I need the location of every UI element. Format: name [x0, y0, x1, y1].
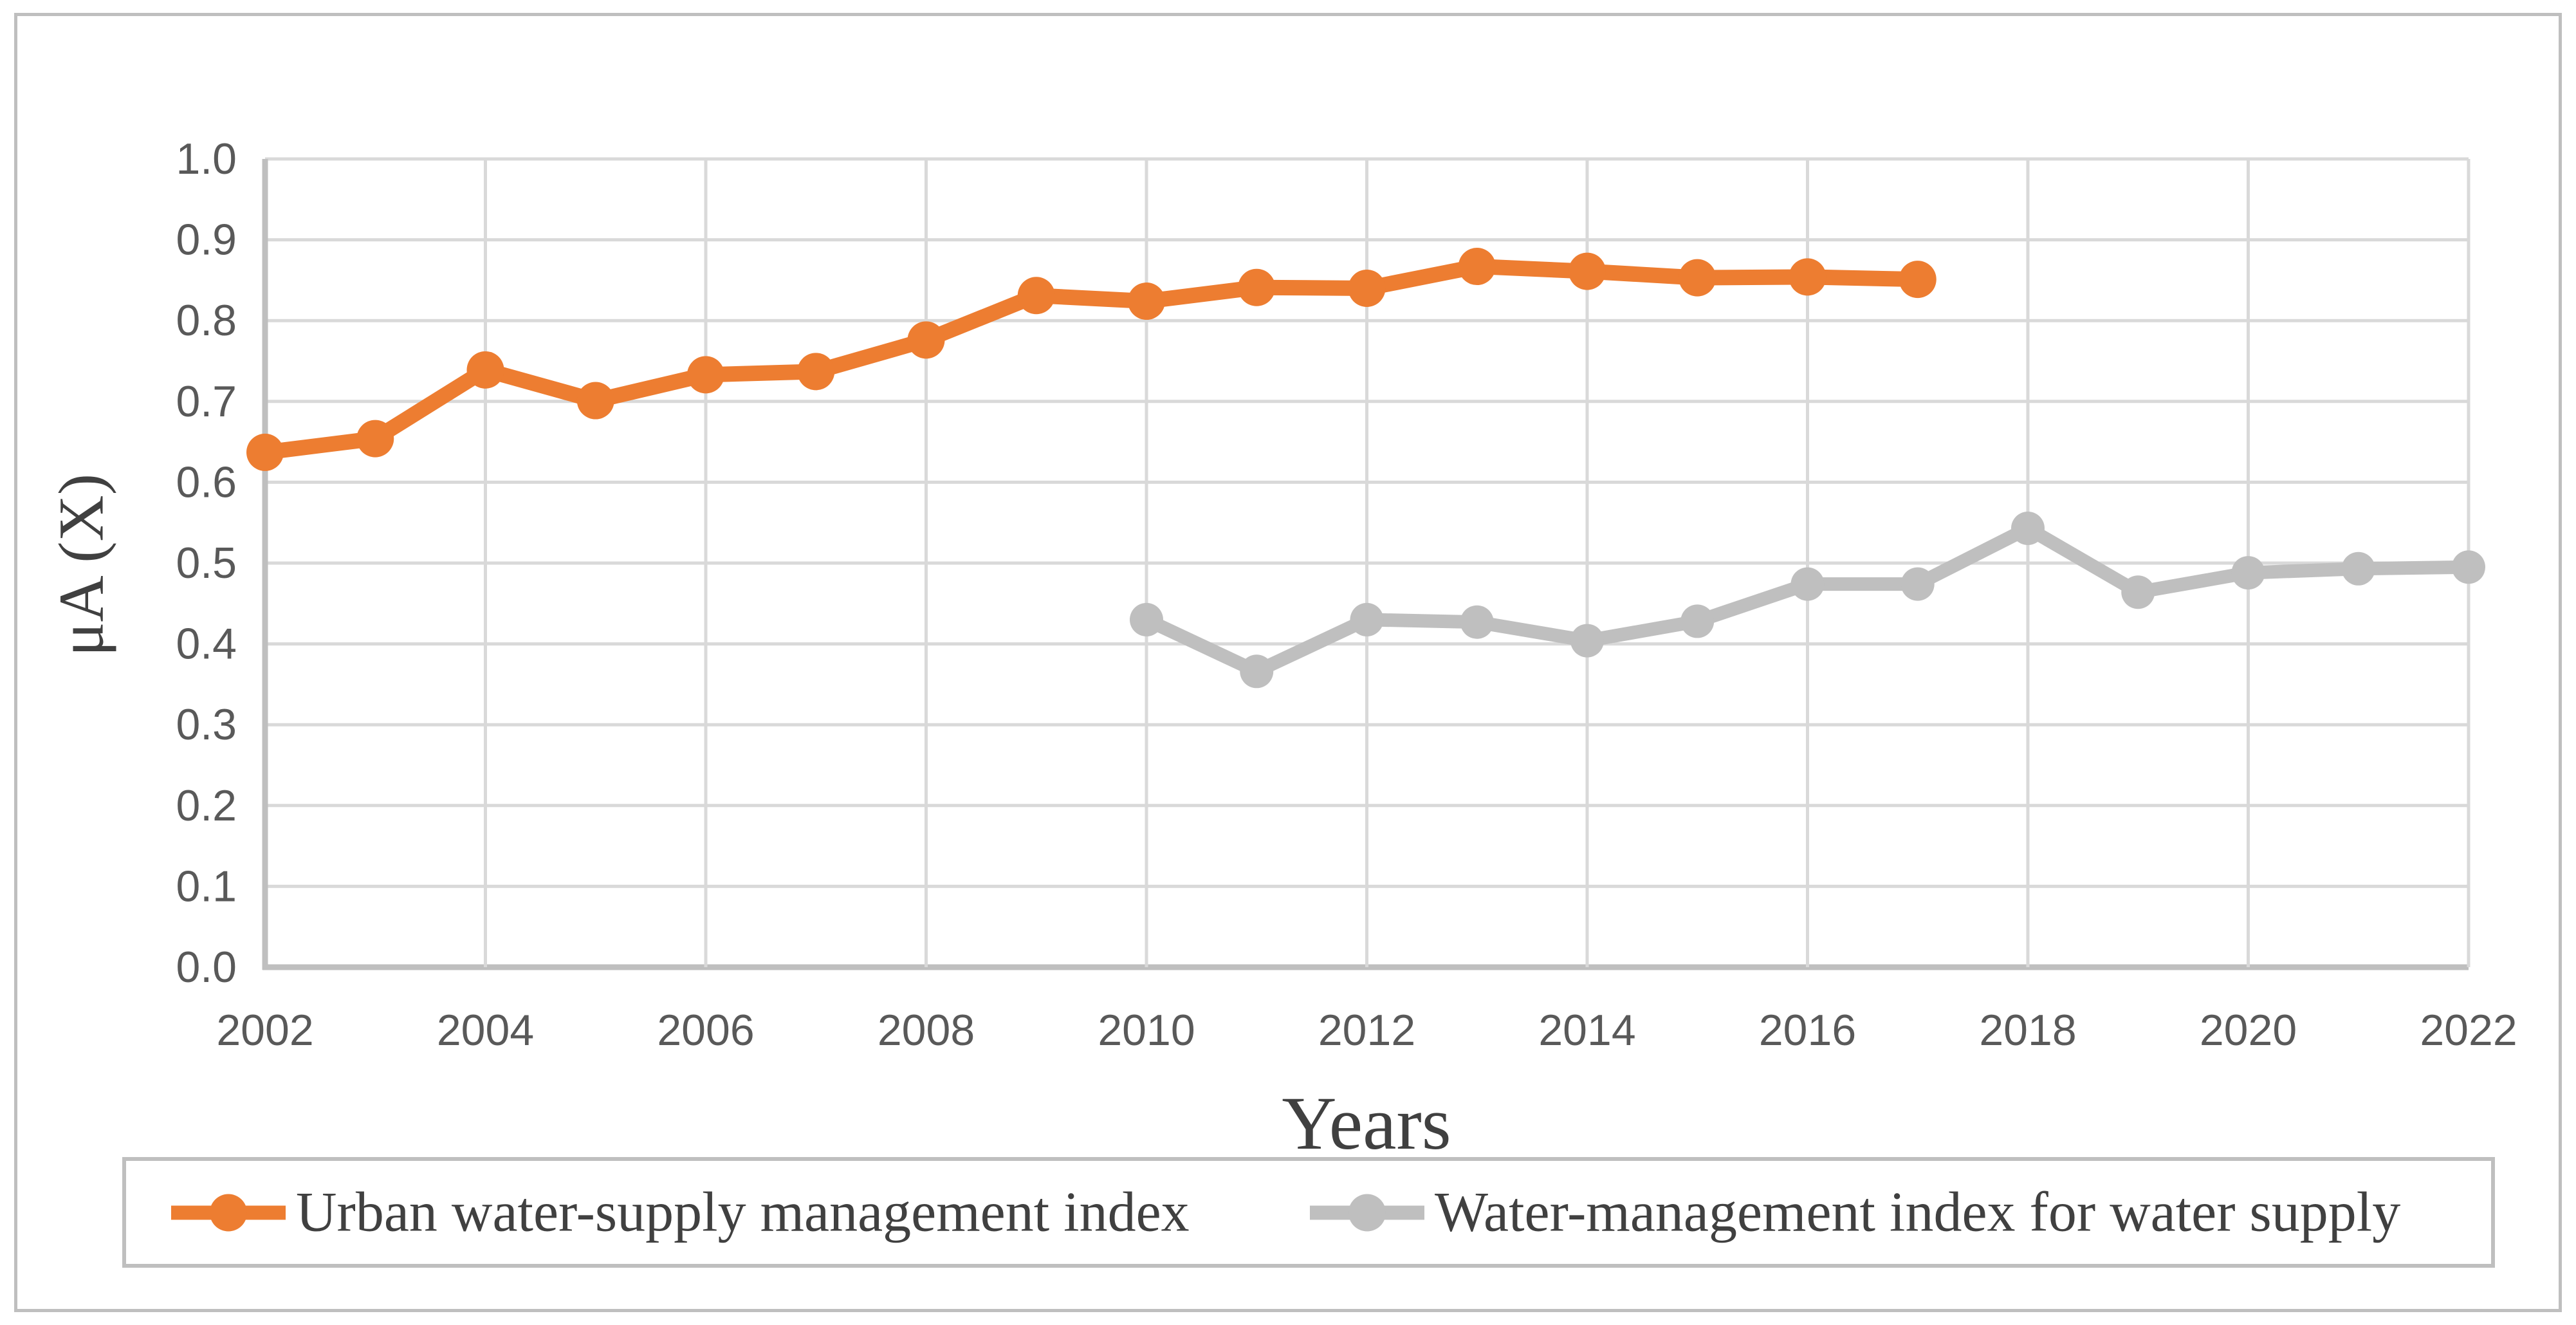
- data-point-marker: [2452, 550, 2485, 584]
- data-point-marker: [1680, 604, 1715, 638]
- y-tick-label: 1.0: [176, 134, 237, 183]
- y-tick-label: 0.6: [176, 458, 237, 506]
- x-tick-label: 2022: [2420, 1006, 2517, 1055]
- data-point-marker: [2121, 575, 2155, 609]
- data-point-marker: [1789, 258, 1826, 296]
- data-point-marker: [1348, 269, 1386, 307]
- y-tick-label: 0.1: [176, 862, 237, 911]
- legend-item-water-management: Water-management index for water supply: [1310, 1180, 2400, 1245]
- data-point-marker: [1240, 654, 1274, 689]
- x-tick-label: 2010: [1098, 1006, 1195, 1055]
- data-point-marker: [1128, 283, 1165, 320]
- x-tick-label: 2020: [2200, 1006, 2297, 1055]
- legend-item-urban-index: Urban water-supply management index: [171, 1180, 1190, 1245]
- legend-label: Water-management index for water supply: [1435, 1181, 2401, 1244]
- data-point-marker: [1570, 624, 1604, 658]
- data-point-marker: [576, 382, 614, 420]
- series-urban-water-supply: [246, 248, 1937, 471]
- data-point-marker: [246, 433, 284, 471]
- data-point-marker: [687, 356, 724, 394]
- legend-circle-marker-icon: [1348, 1194, 1386, 1231]
- legend-line-marker-icon: [171, 1194, 286, 1231]
- data-point-marker: [2011, 511, 2045, 545]
- series-line: [257, 259, 1926, 460]
- x-tick-label: 2008: [878, 1006, 975, 1055]
- data-point-marker: [1460, 605, 1494, 639]
- y-tick-label: 0.4: [176, 620, 237, 669]
- data-point-marker: [1458, 248, 1496, 286]
- x-axis-title: Years: [1282, 1081, 1451, 1165]
- x-tick-label: 2004: [437, 1006, 534, 1055]
- data-point-marker: [1569, 252, 1606, 290]
- y-tick-label: 0.5: [176, 539, 237, 588]
- data-point-marker: [466, 351, 504, 389]
- y-tick-label: 0.7: [176, 377, 237, 426]
- legend-line-marker-icon: [1310, 1194, 1424, 1231]
- legend: Urban water-supply management index Wate…: [122, 1157, 2495, 1268]
- data-point-marker: [1130, 602, 1163, 636]
- figure-border: [14, 13, 2562, 1312]
- data-point-marker: [1679, 259, 1716, 297]
- x-tick-label: 2002: [216, 1006, 313, 1055]
- data-point-marker: [1238, 268, 1276, 306]
- x-tick-label: 2012: [1318, 1006, 1415, 1055]
- data-point-marker: [1899, 261, 1937, 299]
- y-tick-label: 0.3: [176, 700, 237, 749]
- tick-labels: 0.0 0.1 0.2 0.3 0.4 0.5 0.6 0.7 0.8 0.9 1.0 2002 200…: [176, 134, 2517, 1055]
- x-tick-label: 2014: [1538, 1006, 1635, 1055]
- series-water-management: [1130, 511, 2485, 689]
- y-tick-label: 0.8: [176, 296, 237, 345]
- data-point-marker: [1900, 567, 1935, 601]
- data-point-marker: [2231, 556, 2265, 590]
- y-axis-title: μA (X): [45, 473, 117, 657]
- data-point-marker: [1017, 277, 1055, 315]
- x-tick-label: 2006: [657, 1006, 754, 1055]
- data-point-marker: [907, 321, 945, 359]
- legend-circle-marker-icon: [210, 1194, 247, 1231]
- legend-label: Urban water-supply management index: [296, 1181, 1190, 1244]
- y-tick-label: 0.0: [176, 943, 237, 992]
- y-tick-label: 0.2: [176, 781, 237, 830]
- data-point-marker: [797, 353, 835, 391]
- x-tick-label: 2018: [1979, 1006, 2076, 1055]
- data-point-marker: [1350, 602, 1384, 636]
- data-point-marker: [1790, 567, 1825, 601]
- data-point-marker: [356, 420, 394, 458]
- y-tick-label: 0.9: [176, 216, 237, 264]
- data-point-marker: [2341, 551, 2375, 586]
- x-tick-label: 2016: [1759, 1006, 1856, 1055]
